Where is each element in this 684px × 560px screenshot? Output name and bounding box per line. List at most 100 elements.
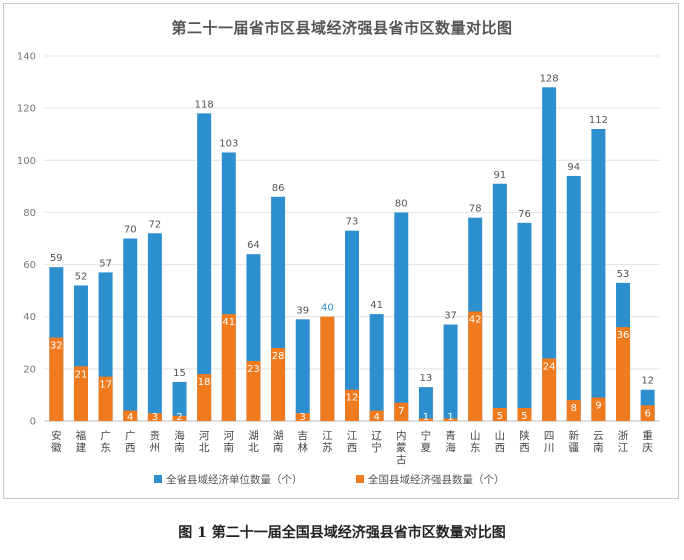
- x-tick-label: 河: [224, 430, 235, 442]
- data-label-strong: 6: [644, 408, 650, 419]
- data-label-strong: 3: [300, 412, 306, 423]
- data-label-total: 39: [296, 305, 309, 316]
- bar-total: [542, 87, 557, 422]
- x-tick-label: 江: [347, 430, 358, 442]
- x-tick-label: 西: [495, 442, 506, 454]
- x-tick-label: 蒙: [396, 441, 407, 454]
- data-label-total: 76: [518, 209, 531, 220]
- data-label-strong: 4: [127, 412, 133, 423]
- x-tick-label: 北: [248, 442, 259, 454]
- x-tick-label: 青: [445, 429, 456, 442]
- x-tick-label: 广: [125, 430, 136, 442]
- data-label-strong: 18: [198, 377, 211, 388]
- data-label-total: 91: [493, 170, 506, 181]
- chart-frame: [3, 3, 679, 499]
- data-label-strong: 7: [398, 406, 404, 417]
- bar-total: [295, 319, 310, 421]
- data-label-strong: 5: [497, 411, 503, 422]
- data-label-total: 128: [540, 73, 559, 84]
- y-tick-label: 20: [23, 364, 36, 375]
- data-label-total: 72: [149, 219, 162, 230]
- x-tick-label: 河: [199, 430, 210, 442]
- bar-total: [566, 175, 581, 421]
- x-tick-label: 川: [544, 442, 555, 454]
- x-tick-label: 安: [51, 429, 62, 442]
- data-label-strong: 21: [75, 369, 88, 380]
- bar-strong: [320, 316, 335, 421]
- bar-strong: [98, 376, 113, 421]
- y-tick-label: 120: [17, 104, 36, 115]
- y-tick-label: 140: [17, 52, 36, 63]
- x-tick-label: 宁: [371, 441, 382, 454]
- data-label-total: 15: [173, 368, 186, 379]
- bar-total: [443, 324, 458, 421]
- data-label-strong: 24: [543, 361, 556, 372]
- data-label-total: 103: [219, 138, 238, 149]
- data-label-strong: 1: [423, 412, 429, 423]
- data-label-total: 73: [346, 217, 359, 228]
- data-label-strong: 1: [447, 412, 453, 423]
- x-tick-label: 湖: [273, 430, 284, 442]
- data-label-total: 37: [444, 311, 457, 322]
- bar-strong: [172, 415, 187, 421]
- y-tick-label: 100: [17, 156, 36, 167]
- bar-strong: [517, 407, 532, 421]
- x-tick-label: 四: [544, 430, 555, 442]
- x-tick-label: 广: [100, 430, 111, 442]
- bar-strong: [147, 413, 162, 421]
- legend-swatch-total: [154, 475, 162, 483]
- data-label-total: 112: [589, 115, 608, 126]
- chart-title: 第二十一届省市区县域经济强县省市区数量对比图: [171, 19, 513, 37]
- bar-strong: [123, 410, 138, 421]
- y-tick-label: 0: [30, 417, 36, 428]
- data-label-total: 70: [124, 225, 137, 236]
- bar-strong: [566, 400, 581, 421]
- y-tick-label: 40: [23, 312, 36, 323]
- x-tick-label: 南: [224, 441, 235, 454]
- legend-label-total: 全省县域经济单位数量（个）: [166, 473, 303, 486]
- data-label-strong: 5: [521, 411, 527, 422]
- data-label-strong: 23: [247, 364, 260, 375]
- data-label-strong: 41: [222, 317, 235, 328]
- legend-swatch-strong: [356, 475, 364, 483]
- data-label-total: 86: [272, 183, 285, 194]
- y-tick-label: 80: [23, 208, 36, 219]
- x-tick-label: 江: [618, 442, 629, 454]
- data-label-strong: 9: [595, 401, 601, 412]
- bar-total: [369, 314, 384, 421]
- data-label-strong: 8: [571, 403, 577, 414]
- data-label-strong: 2: [176, 412, 182, 423]
- bar-strong: [197, 374, 212, 421]
- data-label-strong: 42: [469, 315, 482, 326]
- data-label-strong: 4: [373, 412, 379, 423]
- bar-total: [147, 233, 162, 421]
- data-label-strong: 36: [617, 330, 630, 341]
- bar-strong: [640, 405, 655, 421]
- bar-total: [123, 238, 138, 421]
- bar-strong: [394, 402, 409, 421]
- x-tick-label: 浙: [618, 430, 629, 442]
- x-tick-label: 内: [396, 429, 407, 442]
- bar-strong: [49, 337, 64, 421]
- bar-strong: [616, 327, 631, 421]
- bar-strong: [591, 397, 606, 421]
- x-tick-label: 辽: [371, 430, 382, 442]
- x-tick-label: 南: [174, 441, 185, 454]
- bar-total: [492, 183, 507, 421]
- data-label-total: 40: [321, 303, 334, 314]
- legend-label-strong: 全国县域经济强县数量（个）: [368, 473, 505, 486]
- data-label-total: 57: [99, 258, 112, 269]
- x-tick-label: 重: [642, 429, 653, 442]
- bar-strong: [271, 348, 286, 421]
- bar-strong: [468, 311, 483, 421]
- data-label-total: 41: [370, 300, 383, 311]
- data-label-strong: 3: [152, 412, 158, 423]
- data-label-total: 80: [395, 198, 408, 209]
- bar-total: [197, 113, 212, 421]
- data-label-total: 53: [617, 269, 630, 280]
- x-tick-label: 江: [322, 430, 333, 442]
- bar-strong: [73, 366, 88, 421]
- x-tick-label: 南: [273, 441, 284, 454]
- x-tick-label: 山: [470, 430, 481, 442]
- bar-total: [394, 212, 409, 421]
